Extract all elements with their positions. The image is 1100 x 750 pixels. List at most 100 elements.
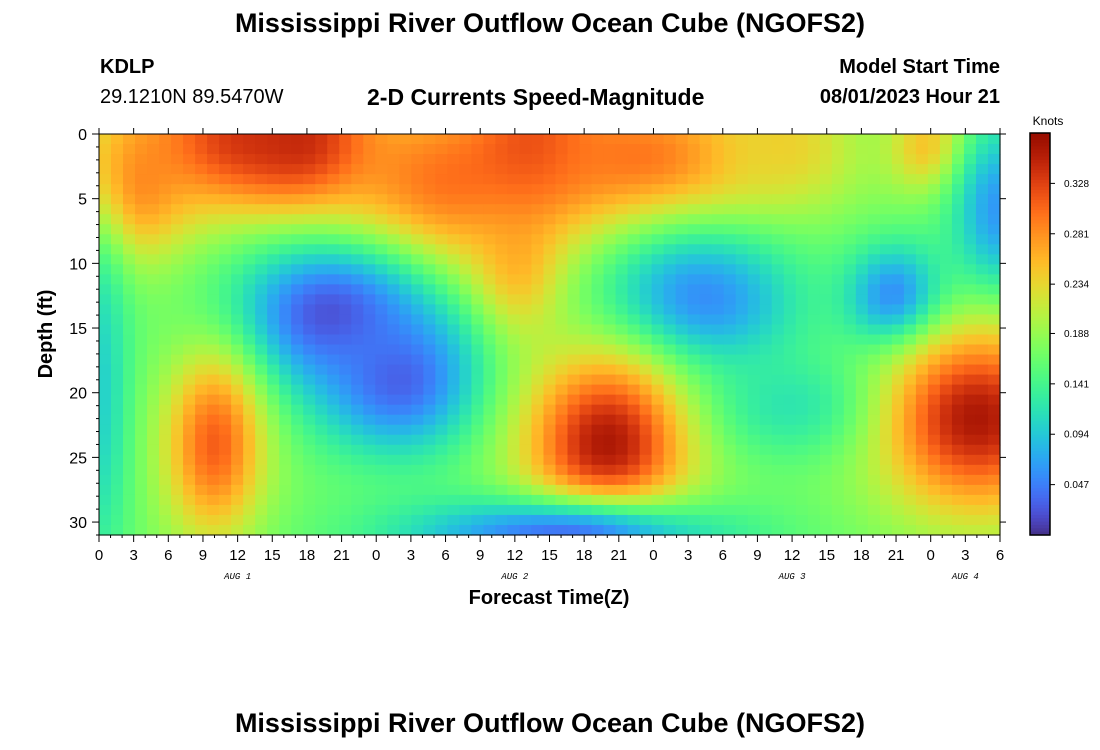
heatmap-cell: [663, 254, 677, 265]
heatmap-cell: [111, 144, 124, 155]
heatmap-cell: [255, 344, 268, 356]
colorbar-swatch: [1030, 501, 1050, 506]
heatmap-cell: [543, 204, 557, 215]
heatmap-cell: [159, 374, 172, 386]
heatmap-cell: [735, 284, 749, 296]
heatmap-cell: [651, 134, 665, 145]
heatmap-cell: [471, 424, 485, 436]
heatmap-cell: [267, 444, 280, 456]
heatmap-cell: [663, 354, 677, 366]
heatmap-cell: [303, 524, 316, 536]
heatmap-cell: [255, 244, 268, 255]
heatmap-cell: [339, 434, 352, 446]
heatmap-cell: [339, 364, 352, 376]
heatmap-cell: [135, 444, 148, 456]
heatmap-cell: [651, 274, 665, 285]
heatmap-cell: [987, 374, 1001, 386]
heatmap-cell: [495, 224, 509, 235]
heatmap-cell: [747, 414, 761, 426]
heatmap-cell: [135, 144, 148, 155]
heatmap-cell: [975, 484, 989, 496]
heatmap-cell: [243, 504, 256, 516]
heatmap-cell: [567, 224, 581, 235]
heatmap-cell: [711, 364, 725, 376]
heatmap-cell: [951, 274, 965, 285]
heatmap-cell: [255, 324, 268, 336]
heatmap-cell: [411, 194, 424, 205]
heatmap-cell: [291, 174, 304, 185]
heatmap-cell: [291, 504, 304, 516]
heatmap-cell: [735, 174, 749, 185]
heatmap-cell: [219, 224, 232, 235]
heatmap-cell: [99, 224, 112, 235]
heatmap-cell: [627, 264, 641, 275]
heatmap-cell: [699, 484, 713, 496]
heatmap-cell: [399, 344, 412, 356]
heatmap-cell: [303, 154, 316, 165]
heatmap-cell: [111, 364, 124, 376]
heatmap-cell: [855, 494, 869, 506]
heatmap-cell: [435, 264, 448, 275]
heatmap-cell: [339, 414, 352, 426]
heatmap-cell: [207, 164, 220, 175]
heatmap-cell: [183, 274, 196, 285]
heatmap-cell: [879, 144, 893, 155]
heatmap-cell: [771, 174, 785, 185]
x-tick-label: 6: [164, 547, 172, 564]
heatmap-cell: [123, 314, 136, 326]
heatmap-cell: [171, 464, 184, 476]
heatmap-cell: [471, 354, 485, 366]
heatmap-cell: [279, 134, 292, 145]
heatmap-cell: [879, 154, 893, 165]
heatmap-cell: [375, 314, 388, 326]
heatmap-cell: [579, 374, 593, 386]
heatmap-cell: [339, 284, 352, 296]
heatmap-cell: [747, 514, 761, 526]
heatmap-cell: [663, 494, 677, 506]
heatmap-cell: [483, 474, 497, 486]
heatmap-cell: [987, 314, 1001, 326]
heatmap-cell: [795, 164, 809, 175]
heatmap-cell: [855, 174, 869, 185]
heatmap-cell: [279, 494, 292, 506]
heatmap-cell: [267, 394, 280, 406]
heatmap-cell: [963, 444, 977, 456]
heatmap-cell: [711, 234, 725, 245]
heatmap-cell: [243, 294, 256, 306]
heatmap-cell: [819, 404, 833, 416]
heatmap-cell: [867, 434, 881, 446]
heatmap-cell: [675, 194, 689, 205]
heatmap-cell: [903, 214, 917, 225]
heatmap-cell: [423, 264, 436, 275]
heatmap-cell: [303, 364, 316, 376]
heatmap-cell: [891, 464, 905, 476]
heatmap-cell: [279, 374, 292, 386]
heatmap-cell: [315, 254, 328, 265]
heatmap-cell: [903, 454, 917, 466]
heatmap-cell: [171, 364, 184, 376]
heatmap-cell: [483, 144, 497, 155]
heatmap-cell: [855, 384, 869, 396]
heatmap-cell: [219, 324, 232, 336]
heatmap-cell: [243, 184, 256, 195]
heatmap-cell: [267, 154, 280, 165]
heatmap-cell: [123, 344, 136, 356]
heatmap-cell: [135, 514, 148, 526]
heatmap-cell: [591, 344, 605, 356]
heatmap-cell: [975, 204, 989, 215]
heatmap-cell: [891, 214, 905, 225]
heatmap-cell: [423, 174, 436, 185]
heatmap-cell: [939, 174, 953, 185]
heatmap-cell: [351, 434, 364, 446]
heatmap-cell: [231, 374, 244, 386]
heatmap-cell: [903, 494, 917, 506]
heatmap-cell: [111, 274, 124, 285]
heatmap-cell: [747, 384, 761, 396]
heatmap-cell: [147, 284, 160, 296]
heatmap-cell: [507, 374, 521, 386]
heatmap-cell: [639, 184, 653, 195]
heatmap-cell: [867, 204, 881, 215]
heatmap-cell: [471, 204, 485, 215]
heatmap-cell: [207, 394, 220, 406]
heatmap-cell: [243, 404, 256, 416]
